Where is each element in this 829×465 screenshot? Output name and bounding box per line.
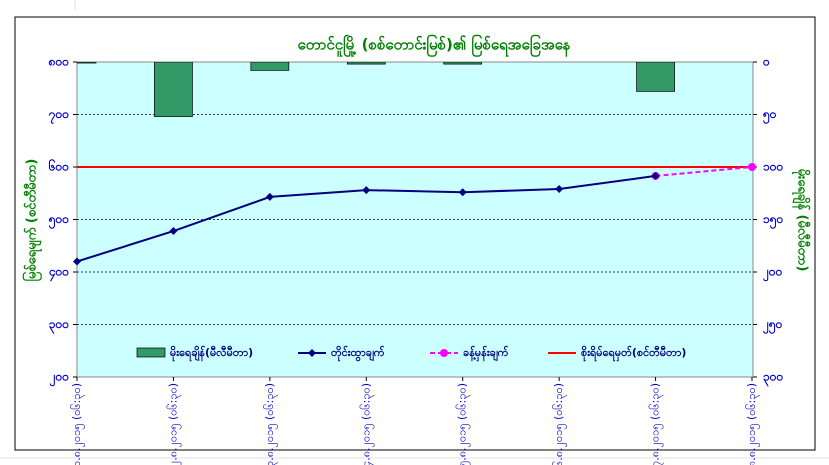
legend-label: တိုင်းထွာချက် bbox=[331, 345, 385, 362]
legend-label: စိုးရိမ်ရေမှတ်(စင်တီမီတာ) bbox=[581, 345, 686, 362]
bar bbox=[154, 62, 193, 117]
x-tick-label: ၂၇.၈.၂၀၁၅ (၀၆:၃၀) bbox=[649, 383, 664, 465]
marker bbox=[458, 188, 467, 197]
bar bbox=[250, 62, 290, 71]
bar bbox=[346, 62, 386, 65]
marker bbox=[73, 257, 81, 266]
x-tick-label: ၂၄.၈.၂၀၁၅ (၀၆:၃၀) bbox=[359, 383, 374, 465]
y2-tick-label: ၂၅၀ bbox=[762, 317, 783, 335]
x-tick-label: ၂၁.၈.၂၀၁၅ (၀၆:၃၀) bbox=[70, 383, 85, 465]
legend-marker bbox=[440, 349, 448, 357]
y-tick-label: ၅၀၀ bbox=[48, 212, 70, 230]
marker bbox=[651, 171, 660, 180]
bar-series bbox=[77, 62, 675, 117]
line bbox=[655, 166, 753, 177]
y2-axis-label: မိုးရေချိန် (မီလီမီတာ) bbox=[792, 169, 812, 272]
y-axis-label: မြစ်ရေမျက် (စင်တီမီတာ) bbox=[22, 159, 43, 282]
x-tick-label: ၂၃.၈.၂၀၁၅ (၀၆:၃၀) bbox=[263, 383, 278, 465]
legend-label: မိုးရေချိန်(မီလီမီတာ) bbox=[170, 345, 253, 362]
y-tick-label: ၃၀၀ bbox=[49, 317, 70, 335]
y2-tick-label: ၅၀ bbox=[762, 107, 777, 125]
marker bbox=[748, 163, 756, 171]
y-tick-label: ၄၀၀ bbox=[48, 265, 70, 283]
y2-tick-label: ၁၅၀ bbox=[763, 212, 784, 230]
bar bbox=[77, 62, 97, 64]
y2-tick-label: ၀ bbox=[762, 55, 770, 69]
y-tick-label: ၈၀၀ bbox=[48, 55, 70, 69]
legend-marker bbox=[308, 349, 316, 357]
legend-swatch bbox=[136, 347, 166, 358]
y2-tick-label: ၃၀၀ bbox=[763, 370, 784, 388]
y-tick-label: ၆၀၀ bbox=[48, 158, 70, 174]
bar bbox=[636, 62, 675, 92]
marker bbox=[555, 185, 564, 194]
y2-tick-label: ၂၀၀ bbox=[762, 265, 783, 283]
legend-label: ခန့်မှန်းချက် bbox=[463, 345, 509, 362]
bar bbox=[443, 62, 483, 65]
x-tick-label: ၂၈.၈.၂၀၁၅ (၀၆:၃၀) bbox=[745, 383, 760, 465]
x-tick-label: ၂၂.၈.၂၀၁၅ (၀၆:၃၀) bbox=[166, 383, 181, 465]
y2-tick-label: ၁၀၀ bbox=[763, 160, 784, 174]
marker bbox=[265, 192, 274, 201]
marker bbox=[169, 227, 178, 236]
y-tick-label: ၇၀၀ bbox=[48, 107, 70, 125]
y-tick-label: ၂၀၀ bbox=[49, 370, 70, 388]
marker bbox=[362, 186, 371, 195]
x-tick-label: ၂၅.၈.၂၀၁၅ (၀၆:၃၀) bbox=[456, 383, 471, 465]
x-tick-label: ၂၆.၈.၂၀၁၅ (၀၆:၃၀) bbox=[552, 383, 567, 465]
